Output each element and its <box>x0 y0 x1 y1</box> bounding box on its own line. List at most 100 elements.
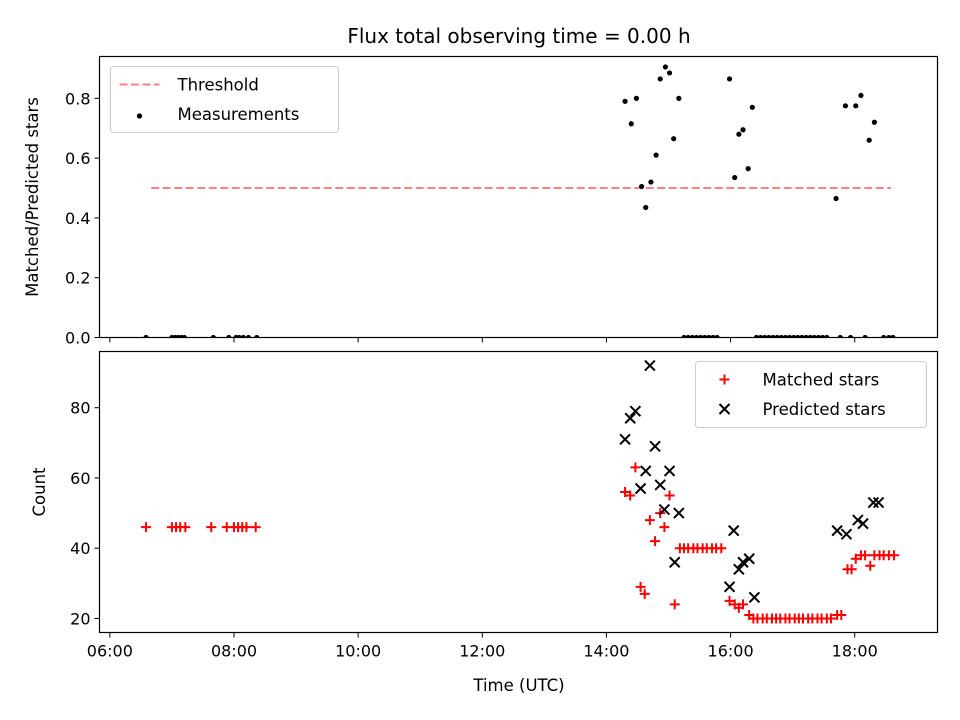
measurement-point <box>881 334 887 338</box>
matched-star-point <box>846 564 857 575</box>
x-tick-label: 16:00 <box>708 642 754 661</box>
predicted-star-point <box>654 479 666 491</box>
measurement-point <box>862 334 868 338</box>
measurement-point <box>871 119 877 125</box>
measurement-point <box>736 131 742 137</box>
legend-box <box>695 361 927 428</box>
measurement-point <box>628 121 634 127</box>
measurement-point <box>866 137 872 143</box>
measurement-point <box>240 334 246 338</box>
measurement-point <box>745 166 751 172</box>
predicted-star-point <box>673 507 685 519</box>
predicted-star-point <box>748 591 761 604</box>
measurement-point <box>803 334 809 338</box>
chart-title: Flux total observing time = 0.00 h <box>347 24 690 48</box>
measurement-point <box>685 334 691 338</box>
measurement-point <box>236 334 242 338</box>
legend-matched-swatch <box>719 374 730 385</box>
measurement-point <box>702 334 708 338</box>
predicted-star-point <box>840 528 853 540</box>
axes-frame <box>98 55 939 339</box>
plot-area <box>141 359 900 624</box>
measurement-point <box>689 334 695 338</box>
measurement-point <box>697 334 704 338</box>
y-axis-title: Count <box>30 467 49 517</box>
y-tick-label: 0.0 <box>65 329 90 348</box>
legend: Threshold Measurements <box>110 66 339 133</box>
measurement-point <box>791 334 797 338</box>
legend: Matched stars Predicted stars <box>695 361 927 428</box>
measurement-point <box>226 334 232 338</box>
predicted-star-point <box>649 440 661 453</box>
legend-box <box>110 66 339 133</box>
measurement-point <box>622 98 628 104</box>
y-axis-title: Matched/Predicted stars <box>23 97 42 297</box>
measurement-point <box>740 127 746 133</box>
measurement-point <box>671 136 677 142</box>
axes-frame <box>98 350 939 634</box>
measurement-point <box>245 334 252 338</box>
measurement-point <box>753 334 760 338</box>
x-tick-label: 14:00 <box>583 642 629 661</box>
matched-star-point <box>630 462 641 473</box>
predicted-star-point <box>831 524 843 537</box>
measurement-point <box>714 334 720 338</box>
matched-star-point <box>860 550 871 561</box>
measurement-point <box>210 334 216 338</box>
measurement-point <box>726 76 733 82</box>
x-tick-label: 12:00 <box>459 642 505 661</box>
legend-label: Threshold <box>177 76 259 95</box>
matched-star-point <box>206 522 217 533</box>
matched-star-point <box>659 522 670 533</box>
matched-star-point <box>825 613 836 624</box>
measurement-point <box>795 334 801 338</box>
predicted-star-point <box>640 465 652 477</box>
measurement-point <box>710 334 716 338</box>
measurement-point <box>837 334 843 338</box>
y-tick-label: 20 <box>70 609 90 628</box>
matched-star-point <box>644 515 655 526</box>
measurement-point <box>143 334 149 338</box>
predicted-star-point <box>852 514 864 526</box>
matched-star-point <box>250 522 261 533</box>
matched-star-point <box>639 588 650 599</box>
matched-star-point <box>664 490 675 501</box>
matched-star-point <box>716 543 727 554</box>
measurement-point <box>681 334 687 338</box>
x-axis-title: Time (UTC) <box>472 676 564 695</box>
legend-label: Matched stars <box>763 371 880 390</box>
y-tick-label: 0.6 <box>65 149 90 168</box>
y-tick-label: 40 <box>70 539 90 558</box>
measurement-point <box>786 334 793 338</box>
measurement-point <box>676 95 682 101</box>
plot-area <box>143 64 896 338</box>
matched-star-point <box>836 609 847 620</box>
measurement-point <box>774 334 780 338</box>
y-tick-label: 0.8 <box>65 89 90 108</box>
measurement-point <box>657 76 663 82</box>
measurement-point <box>749 104 755 110</box>
measurement-point <box>254 334 260 338</box>
measurement-point <box>648 179 654 185</box>
measurement-point <box>886 334 892 338</box>
measurement-point <box>890 334 896 338</box>
matched-star-point <box>889 550 900 561</box>
measurement-point <box>633 95 640 101</box>
predicted-star-point <box>634 482 647 495</box>
measurement-point <box>666 70 673 76</box>
matched-star-point <box>865 560 876 571</box>
predicted-star-point <box>733 563 745 575</box>
predicted-star-point <box>658 503 671 516</box>
measurement-point <box>762 334 768 338</box>
measurement-point <box>643 204 649 211</box>
predicted-star-point <box>619 433 631 446</box>
measurement-point <box>842 103 849 109</box>
predicted-star-point <box>644 359 656 372</box>
legend-label: Measurements <box>178 105 300 124</box>
matched-star-point <box>850 553 861 564</box>
matched-star-point <box>180 522 191 533</box>
measurement-point <box>811 334 817 338</box>
predicted-star-point <box>669 556 681 568</box>
measurement-point <box>824 334 830 338</box>
